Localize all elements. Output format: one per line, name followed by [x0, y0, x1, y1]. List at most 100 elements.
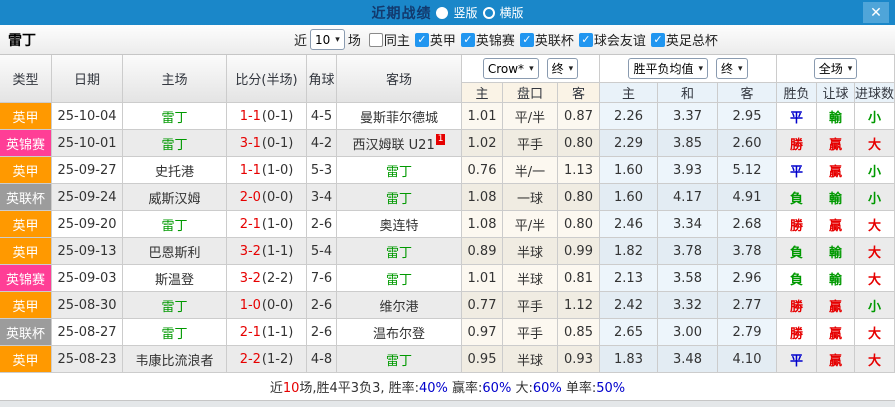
score: 2-1 (1-0)	[227, 211, 307, 238]
recent-count-select[interactable]: 10 ▾	[310, 29, 345, 50]
league-filter-label: 英足总杯	[665, 34, 718, 49]
final-select-b[interactable]: 终 ▾	[716, 58, 748, 79]
chevron-down-icon: ▾	[568, 63, 574, 74]
subheader-goals: 进球数	[855, 83, 895, 103]
horizontal-layout-radio[interactable]	[482, 6, 495, 19]
league-filter[interactable]: ✓ 英锦赛	[460, 30, 515, 49]
checkbox-unchecked-icon[interactable]	[368, 32, 383, 47]
mean-away: 5.12	[718, 157, 777, 184]
odds-away: 0.85	[558, 319, 600, 346]
mean-odds-select[interactable]: 胜平负均值 ▾	[628, 58, 708, 79]
league-filter[interactable]: ✓ 英甲	[414, 30, 456, 49]
mean-away: 2.79	[718, 319, 777, 346]
league-badge: 英甲	[0, 103, 52, 130]
halftime-score: (1-0)	[261, 162, 294, 178]
chevron-down-icon: ▾	[529, 63, 534, 74]
league-badge: 英联杯	[0, 184, 52, 211]
home-team: 威斯汉姆	[123, 184, 227, 211]
odds-source-value: Crow*	[487, 61, 525, 76]
home-team: 巴恩斯利	[123, 238, 227, 265]
odds-handicap: 半球	[503, 346, 558, 373]
result-outcome: 負	[777, 184, 817, 211]
odds-away: 0.80	[558, 184, 600, 211]
fulltime-score: 3-2	[239, 243, 261, 259]
same-home-filter[interactable]: 同主	[368, 30, 410, 49]
horizontal-layout-label[interactable]: 横版	[499, 6, 524, 20]
summary-bar: 近10场,胜4平3负3, 胜率:40% 赢率:60% 大:60% 单率:50%	[0, 373, 895, 400]
odds-home: 1.02	[462, 130, 503, 157]
league-filter[interactable]: ✓ 球会友谊	[578, 30, 646, 49]
result-handicap: 贏	[817, 319, 855, 346]
home-team: 斯温登	[123, 265, 227, 292]
close-button[interactable]: ✕	[863, 2, 889, 23]
away-team: 雷丁	[337, 265, 462, 292]
subheader-mean-draw: 和	[658, 83, 718, 103]
odds-home: 0.76	[462, 157, 503, 184]
result-goals: 小	[855, 157, 895, 184]
vertical-layout-radio[interactable]	[436, 6, 449, 19]
odds-home: 0.89	[462, 238, 503, 265]
subheader-outcome: 胜负	[777, 83, 817, 103]
page-title: 近期战绩	[371, 5, 432, 22]
score: 3-1 (0-1)	[227, 130, 307, 157]
odds-source-select[interactable]: Crow* ▾	[482, 58, 539, 79]
score: 2-2 (1-2)	[227, 346, 307, 373]
vertical-layout-label[interactable]: 竖版	[453, 6, 478, 20]
halftime-score: (0-1)	[261, 135, 294, 151]
away-team: 奥连特	[337, 211, 462, 238]
summary-segment: 场,胜4平3负3, 胜率:	[299, 381, 419, 396]
summary-segment: 50%	[596, 381, 626, 396]
odds-home: 1.08	[462, 184, 503, 211]
result-outcome: 負	[777, 238, 817, 265]
mean-home: 2.65	[600, 319, 658, 346]
checkbox-checked-icon[interactable]: ✓	[414, 32, 429, 47]
home-team: 雷丁	[123, 319, 227, 346]
final-select-a[interactable]: 终 ▾	[546, 58, 579, 79]
match-date: 25-09-27	[52, 157, 123, 184]
fulltime-score: 2-1	[239, 324, 261, 340]
checkbox-checked-icon[interactable]: ✓	[578, 32, 593, 47]
league-filter[interactable]: ✓ 英足总杯	[650, 30, 718, 49]
away-team: 雷丁	[337, 346, 462, 373]
away-team: 雷丁	[337, 184, 462, 211]
result-goals: 大	[855, 346, 895, 373]
result-outcome: 平	[777, 157, 817, 184]
mean-home: 1.60	[600, 184, 658, 211]
mean-draw: 4.17	[658, 184, 718, 211]
odds-away: 1.13	[558, 157, 600, 184]
checkbox-checked-icon[interactable]: ✓	[650, 32, 665, 47]
checkbox-checked-icon[interactable]: ✓	[460, 32, 475, 47]
result-handicap: 輸	[817, 103, 855, 130]
league-filter[interactable]: ✓ 英联杯	[519, 30, 574, 49]
column-header-corners: 角球	[307, 55, 337, 103]
result-goals: 大	[855, 130, 895, 157]
filter-controls: 近 10 ▾ 场 同主 ✓ 英甲 ✓ 英锦赛 ✓ 英联杯 ✓ 球会友谊 ✓ 英足总杯	[291, 29, 718, 50]
scope-select[interactable]: 全场 ▾	[813, 58, 858, 79]
result-handicap: 輸	[817, 238, 855, 265]
result-outcome: 勝	[777, 319, 817, 346]
mean-away: 2.95	[718, 103, 777, 130]
result-outcome: 勝	[777, 130, 817, 157]
odds-handicap: 半球	[503, 238, 558, 265]
checkbox-checked-icon[interactable]: ✓	[519, 32, 534, 47]
odds-home: 1.01	[462, 265, 503, 292]
league-badge: 英甲	[0, 211, 52, 238]
score: 2-1 (1-1)	[227, 319, 307, 346]
fulltime-score: 2-2	[239, 351, 261, 367]
league-badge: 英联杯	[0, 319, 52, 346]
halftime-score: (1-1)	[261, 324, 294, 340]
result-goals: 大	[855, 265, 895, 292]
corners: 2-6	[307, 319, 337, 346]
results-table: 类型 日期 主场 比分(半场) 角球 客场 Crow* ▾ 终 ▾ 胜平负均值 …	[0, 55, 895, 373]
score: 3-2 (1-1)	[227, 238, 307, 265]
result-handicap: 贏	[817, 130, 855, 157]
final-a-value: 终	[551, 62, 564, 76]
result-handicap: 輸	[817, 184, 855, 211]
mean-odds-value: 胜平负均值	[633, 62, 694, 76]
chevron-down-icon: ▾	[698, 63, 703, 74]
subheader-mean-away: 客	[718, 83, 777, 103]
score: 3-2 (2-2)	[227, 265, 307, 292]
odds-source-group: Crow* ▾ 终 ▾	[462, 55, 600, 83]
league-filter-label: 球会友谊	[593, 34, 646, 49]
league-badge: 英锦赛	[0, 265, 52, 292]
